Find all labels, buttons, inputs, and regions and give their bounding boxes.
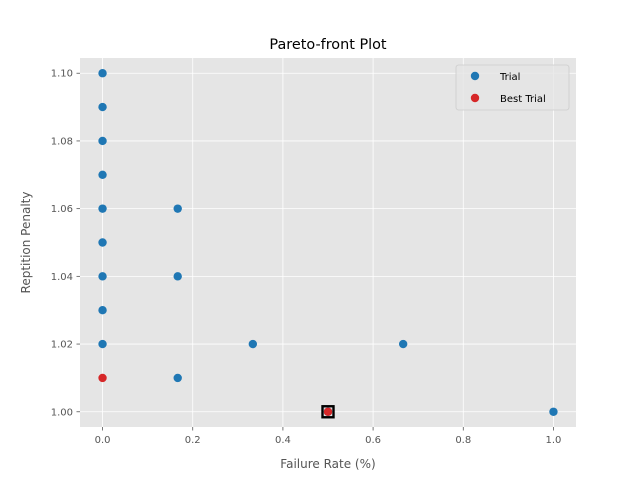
x-tick-label: 0.4 bbox=[275, 435, 291, 446]
data-point-trial bbox=[173, 204, 182, 213]
data-point-best-trial bbox=[98, 373, 107, 383]
y-tick-label: 1.08 bbox=[51, 136, 73, 147]
data-point-trial bbox=[98, 339, 107, 349]
data-point-trial bbox=[98, 238, 107, 247]
y-tick-label: 1.04 bbox=[51, 272, 73, 283]
legend-label: Trial bbox=[499, 72, 520, 83]
ticks: 0.0 0.2 0.4 0.6 0.8 1.0 1.00 1.02 1.04 1.06 1.08 1.… bbox=[51, 69, 562, 446]
legend-marker bbox=[470, 93, 480, 103]
data-point-trial bbox=[248, 339, 258, 349]
y-tick-label: 1.06 bbox=[51, 204, 73, 215]
x-tick-label: 0.2 bbox=[185, 435, 201, 446]
x-tick-label: 0.6 bbox=[365, 435, 381, 446]
data-points bbox=[98, 69, 558, 419]
x-tick-label: 0.0 bbox=[95, 435, 111, 446]
data-point-trial bbox=[98, 102, 107, 112]
y-tick-label: 1.02 bbox=[51, 340, 73, 351]
y-tick-label: 1.00 bbox=[51, 407, 73, 418]
best-trial-marker bbox=[321, 405, 335, 419]
x-tick-label: 1.0 bbox=[546, 435, 562, 446]
data-point-trial bbox=[398, 339, 408, 349]
gridlines bbox=[80, 58, 576, 427]
data-point-trial bbox=[173, 373, 182, 383]
legend-marker bbox=[470, 71, 480, 81]
data-point-trial bbox=[549, 407, 558, 416]
legend-label: Best Trial bbox=[500, 94, 546, 105]
legend-box bbox=[455, 64, 570, 111]
x-tick-label: 0.8 bbox=[455, 435, 471, 446]
data-point-trial bbox=[173, 272, 182, 281]
data-point-best-trial bbox=[323, 407, 333, 416]
y-axis-label: Reptition Penalty bbox=[19, 192, 33, 294]
data-point-trial bbox=[98, 69, 107, 78]
chart-title: Pareto-front Plot bbox=[269, 37, 386, 53]
legend: Trial Best Trial bbox=[455, 64, 570, 111]
data-point-trial bbox=[98, 204, 107, 213]
y-tick-label: 1.10 bbox=[51, 69, 73, 80]
data-point-trial bbox=[98, 170, 107, 179]
data-point-trial bbox=[98, 272, 107, 281]
x-axis-label: Failure Rate (%) bbox=[280, 457, 375, 471]
data-point-trial bbox=[98, 136, 107, 146]
data-point-trial bbox=[98, 306, 107, 315]
plot-area bbox=[80, 58, 576, 427]
